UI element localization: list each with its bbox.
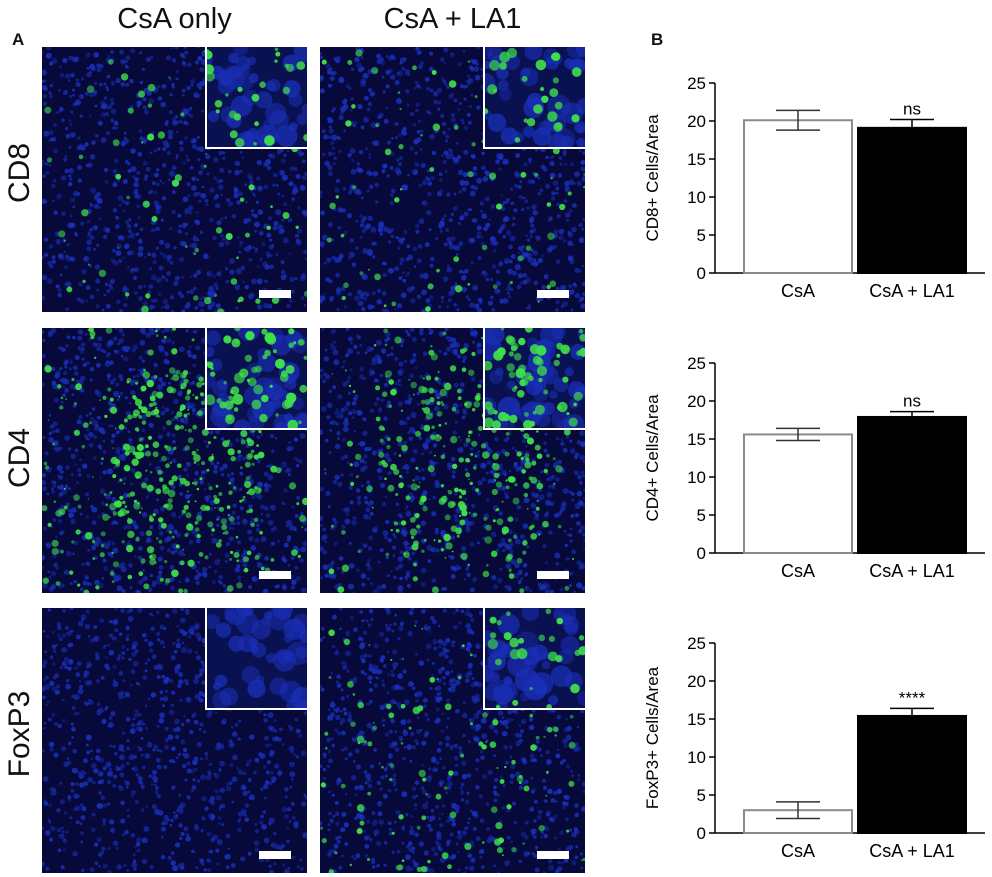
scale-bar bbox=[259, 290, 291, 298]
micrograph-cd8-csa-la1 bbox=[320, 47, 585, 312]
error-bar bbox=[776, 109, 820, 131]
y-tick-label: 25 bbox=[687, 634, 706, 653]
x-tick-label: CsA + LA1 bbox=[869, 281, 955, 301]
y-tick-label: 15 bbox=[687, 430, 706, 449]
bar-chart-cd4: CD4+ Cells/Area 0 5 10 15 20 25 CsA CsA + LA1 ns bbox=[643, 354, 985, 581]
inset-zoom bbox=[205, 47, 307, 149]
micrograph-cd4-csa-la1 bbox=[320, 328, 585, 593]
error-bar bbox=[890, 410, 934, 417]
y-tick-label: 5 bbox=[697, 226, 706, 245]
bar-csa-la1 bbox=[857, 415, 967, 554]
column-title-csa-only: CsA only bbox=[117, 3, 232, 35]
micrograph-cd8-csa-only bbox=[42, 47, 307, 312]
x-tick-label: CsA bbox=[781, 841, 815, 861]
x-tick-label: CsA + LA1 bbox=[869, 841, 955, 861]
significance-label: ns bbox=[903, 99, 921, 118]
x-tick-label: CsA bbox=[781, 281, 815, 301]
bar-csa bbox=[743, 119, 853, 274]
bar-chart-cd8: CD8+ Cells/Area 0 5 10 15 20 25 CsA CsA + LA1 ns bbox=[643, 74, 985, 301]
y-axis-label: CD8+ Cells/Area bbox=[643, 114, 662, 242]
scale-bar bbox=[537, 851, 569, 859]
y-tick-label: 15 bbox=[687, 710, 706, 729]
error-bar bbox=[890, 707, 934, 716]
y-tick-label: 20 bbox=[687, 392, 706, 411]
bar-chart-foxp3: FoxP3+ Cells/Area 0 5 10 15 20 25 CsA CsA + LA1 *… bbox=[643, 634, 985, 861]
error-bar bbox=[776, 801, 820, 820]
y-tick-label: 25 bbox=[687, 74, 706, 93]
scale-bar bbox=[259, 571, 291, 579]
bar-csa-la1 bbox=[857, 126, 967, 274]
tissue-texture bbox=[42, 47, 307, 312]
inset-zoom bbox=[205, 328, 307, 430]
y-tick-label: 0 bbox=[697, 544, 706, 563]
panel-b-label: B bbox=[651, 30, 664, 49]
bar-csa bbox=[743, 433, 853, 554]
column-title-csa-la1: CsA + LA1 bbox=[383, 3, 522, 35]
scale-bar bbox=[259, 851, 291, 859]
significance-label: ns bbox=[903, 392, 921, 411]
bar-csa-la1 bbox=[857, 714, 967, 834]
inset-zoom bbox=[205, 608, 307, 710]
y-tick-label: 10 bbox=[687, 468, 706, 487]
error-bar bbox=[776, 427, 820, 442]
significance-label: **** bbox=[899, 688, 926, 707]
inset-zoom bbox=[483, 608, 585, 710]
micrograph-cd4-csa-only bbox=[42, 328, 307, 593]
y-tick-label: 0 bbox=[697, 824, 706, 843]
micrograph-foxp3-csa-only bbox=[42, 608, 307, 873]
y-tick-label: 15 bbox=[687, 150, 706, 169]
scale-bar bbox=[537, 290, 569, 298]
y-tick-label: 10 bbox=[687, 748, 706, 767]
y-tick-label: 5 bbox=[697, 786, 706, 805]
y-tick-label: 5 bbox=[697, 506, 706, 525]
y-tick-label: 20 bbox=[687, 672, 706, 691]
x-tick-label: CsA + LA1 bbox=[869, 561, 955, 581]
error-bar bbox=[890, 118, 934, 128]
row-label-cd8: CD8 bbox=[3, 143, 36, 204]
inset-zoom bbox=[483, 47, 585, 149]
panel-a-label: A bbox=[12, 30, 25, 49]
row-label-cd4: CD4 bbox=[3, 428, 36, 489]
inset-zoom bbox=[483, 328, 585, 430]
y-tick-label: 25 bbox=[687, 354, 706, 373]
y-tick-label: 0 bbox=[697, 264, 706, 283]
y-tick-label: 10 bbox=[687, 188, 706, 207]
micrograph-foxp3-csa-la1 bbox=[320, 608, 585, 873]
scale-bar bbox=[537, 571, 569, 579]
row-label-foxp3: FoxP3 bbox=[3, 690, 36, 778]
y-axis-label: FoxP3+ Cells/Area bbox=[643, 666, 662, 809]
y-tick-label: 20 bbox=[687, 112, 706, 131]
x-tick-label: CsA bbox=[781, 561, 815, 581]
y-axis-label: CD4+ Cells/Area bbox=[643, 394, 662, 522]
tissue-texture bbox=[320, 47, 585, 312]
